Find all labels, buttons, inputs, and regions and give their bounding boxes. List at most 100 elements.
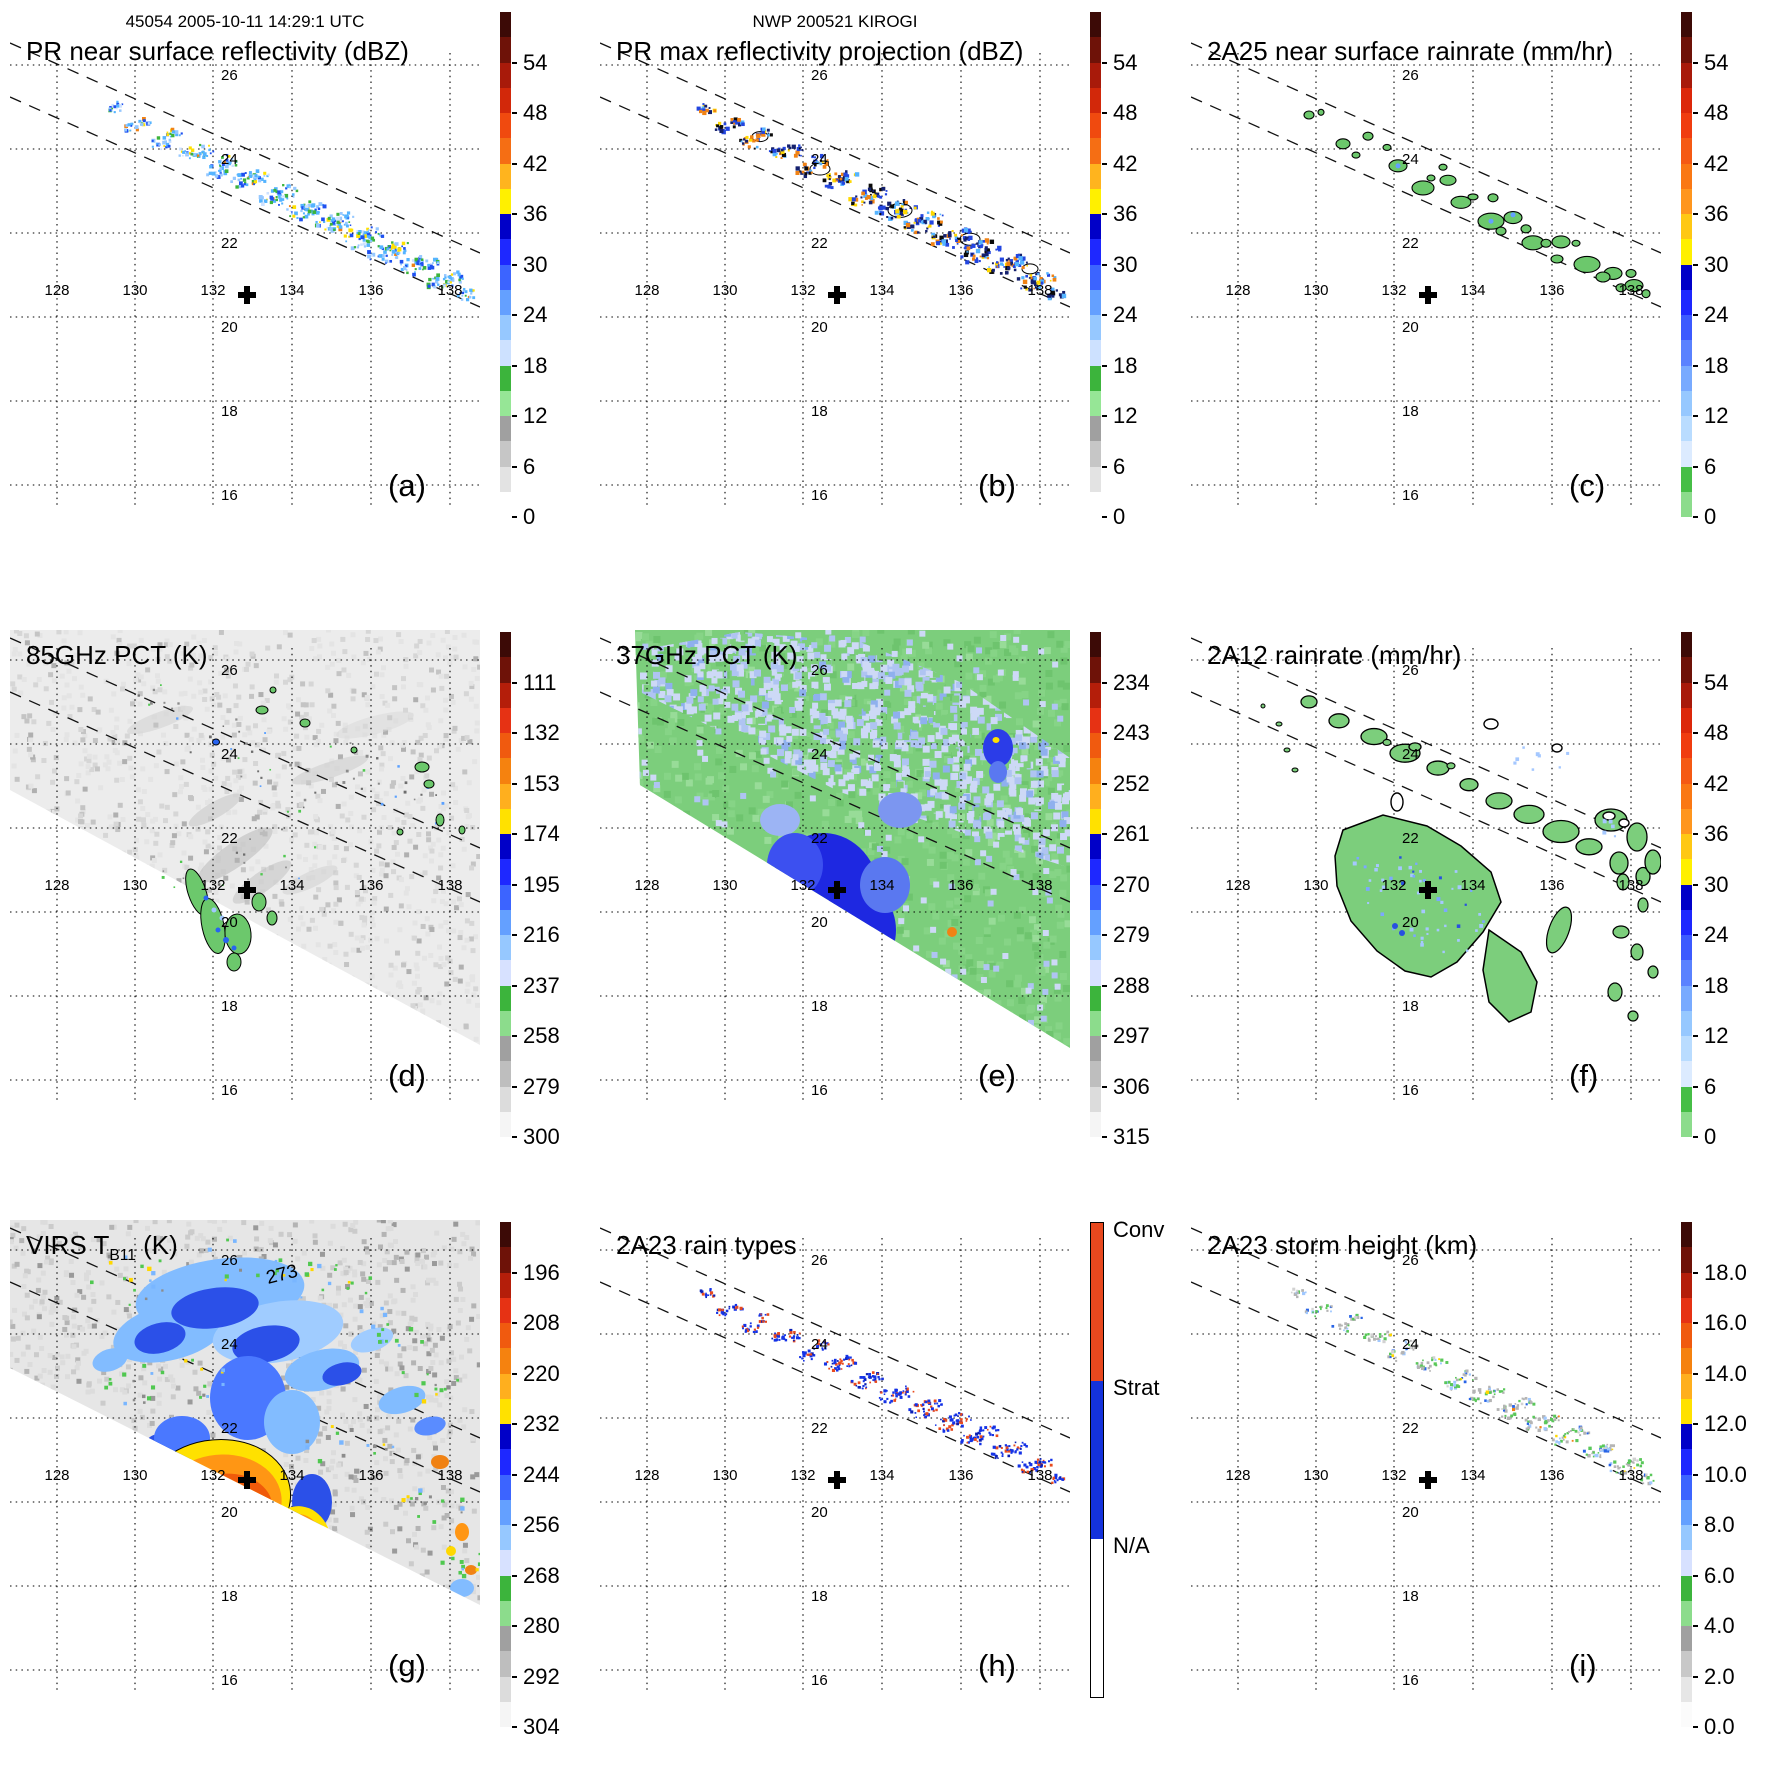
colorbar-segment — [500, 909, 511, 935]
lon-label: 136 — [358, 282, 383, 299]
colorbar-segment — [1090, 163, 1101, 189]
colorbar-tick — [1102, 984, 1107, 987]
panel-letter: (a) — [388, 468, 426, 503]
panel-g: 273 128 130 132 134 136 138 26 24 22 20 18 16 VIRS T… — [0, 1180, 590, 1770]
lon-label: 136 — [948, 282, 973, 299]
colorbar-tick-label: 196 — [523, 1259, 560, 1285]
lon-label: 138 — [1027, 877, 1052, 894]
panel-letter: (b) — [978, 468, 1016, 503]
colorbar-segment — [1681, 416, 1692, 442]
panel-letter: (d) — [388, 1058, 426, 1093]
colorbar-virs-tb11: 196 208 220 232 244 256 268 280 292 304 — [500, 1222, 590, 1752]
field-layer-blobs — [126, 705, 414, 904]
lon-label: 136 — [358, 1467, 383, 1484]
colorbar-segment — [1090, 188, 1101, 214]
swath-edge-dashes — [10, 637, 480, 903]
colorbar-tick — [1102, 883, 1107, 886]
colorbar-segment — [500, 239, 511, 265]
colorbar-rainrate: 54 48 42 36 30 24 18 12 6 0 — [1681, 12, 1771, 542]
colorbar-tick — [512, 213, 517, 215]
colorbar-tick — [512, 1524, 517, 1526]
lat-label: 18 — [811, 1588, 828, 1605]
colorbar-tick-label: 30 — [1113, 251, 1138, 277]
lat-label: 20 — [1402, 914, 1419, 931]
colorbar-tick-label: 24 — [1704, 922, 1729, 947]
colorbar-segment — [500, 163, 511, 189]
colorbar-segment — [1090, 289, 1101, 315]
colorbar-tick — [1102, 162, 1107, 165]
colorbar-tick — [1693, 1726, 1698, 1728]
colorbar-segment — [500, 365, 511, 391]
colorbar-segment — [1681, 214, 1692, 240]
lon-label: 136 — [358, 877, 383, 894]
colorbar-segment — [500, 758, 511, 784]
lon-label: 134 — [1460, 282, 1485, 299]
colorbar-tick — [1693, 465, 1698, 468]
panel-e: 128 130 132 134 136 138 26 24 22 20 18 16 37GHz PCT… — [590, 590, 1180, 1180]
swath-edge-dashes — [1191, 1227, 1661, 1493]
panel-title: PR near surface reflectivity (dBZ) — [26, 36, 409, 66]
colorbar-segment — [1091, 1223, 1103, 1381]
colorbar-tick-label: 279 — [1113, 922, 1150, 947]
colorbar-tick-label: 54 — [523, 49, 548, 75]
colorbar-tick — [1693, 1085, 1698, 1088]
orbit-timestamp-header: 45054 2005-10-11 14:29:1 UTC — [125, 12, 365, 31]
colorbar-segment — [1090, 859, 1101, 885]
swath-edge-dashes — [1191, 637, 1661, 903]
panel-title: 2A12 rainrate (mm/hr) — [1207, 640, 1462, 670]
colorbar-tick-label: 6 — [523, 453, 536, 479]
lat-label: 22 — [1402, 235, 1419, 252]
lat-label: 20 — [811, 1504, 828, 1521]
colorbar-tick-label: 10.0 — [1704, 1461, 1747, 1487]
lat-label: 18 — [1402, 403, 1419, 420]
colorbar-segment — [500, 1499, 511, 1525]
lat-label: 18 — [811, 403, 828, 420]
colorbar-tick-label: 0 — [1113, 504, 1126, 529]
lat-label: 22 — [1402, 830, 1419, 847]
graticule — [600, 1238, 1070, 1690]
lon-label: 132 — [1381, 877, 1406, 894]
panel-title: 37GHz PCT (K) — [616, 640, 798, 670]
lon-label: 134 — [869, 877, 894, 894]
lon-label: 138 — [1618, 877, 1643, 894]
lon-label: 128 — [44, 877, 69, 894]
colorbar-segment — [500, 340, 511, 366]
colorbar-segment — [1090, 707, 1101, 733]
colorbar-tick — [1102, 1136, 1107, 1138]
colorbar-tick-label: 306 — [1113, 1073, 1150, 1099]
colorbar-segment — [500, 632, 511, 658]
colorbar-tick-label: 237 — [523, 972, 560, 998]
colorbar-tick-label: 297 — [1113, 1023, 1150, 1048]
value-colorbar — [500, 12, 511, 517]
colorbar-segment — [1090, 390, 1101, 416]
colorbar-segment — [1090, 87, 1101, 113]
colorbar-segment — [1681, 365, 1692, 391]
colorbar-tick — [1693, 1035, 1698, 1037]
colorbar-segment — [1681, 1424, 1692, 1450]
colorbar-tick-label: 24 — [1704, 302, 1729, 327]
colorbar-tick — [1693, 883, 1698, 886]
colorbar-segment — [500, 315, 511, 341]
colorbar-segment — [1090, 416, 1101, 442]
map-canvas-c: 128 130 132 134 136 138 26 24 22 20 18 16 — [1191, 42, 1661, 505]
lat-label: 24 — [221, 1336, 238, 1353]
axis-labels: 128 130 132 134 136 138 26 24 22 20 18 16 — [634, 662, 1052, 1099]
lat-label: 26 — [811, 67, 828, 84]
colorbar-segment — [500, 416, 511, 442]
panel-title: PR max reflectivity projection (dBZ) — [616, 36, 1024, 66]
colorbar-tick — [1693, 415, 1698, 417]
colorbar-segment — [1681, 960, 1692, 986]
lon-label: 134 — [1460, 1467, 1485, 1484]
storm-center-cross — [828, 1471, 846, 1489]
colorbar-tick — [1693, 1574, 1698, 1577]
colorbar-tick — [1102, 782, 1107, 785]
lat-label: 20 — [811, 914, 828, 931]
lon-label: 128 — [44, 1467, 69, 1484]
colorbar-segment — [1681, 390, 1692, 416]
colorbar-segment — [500, 1449, 511, 1475]
panel-h: 128 130 132 134 136 138 26 24 22 20 18 16 2A23 rain… — [590, 1180, 1180, 1770]
lat-label: 18 — [1402, 998, 1419, 1015]
colorbar-tick — [1693, 1524, 1698, 1526]
axis-labels: 128 130 132 134 136 138 26 24 22 20 18 16 — [634, 1252, 1052, 1689]
colorbar-segment — [1090, 138, 1101, 164]
